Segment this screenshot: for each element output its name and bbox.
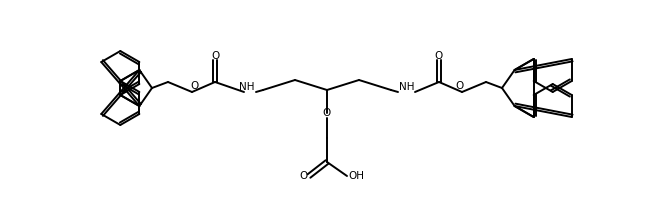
Text: NH: NH (239, 82, 255, 92)
Text: O: O (435, 51, 443, 61)
Text: O: O (456, 81, 464, 91)
Text: O: O (190, 81, 198, 91)
Text: O: O (300, 171, 308, 181)
Text: O: O (211, 51, 219, 61)
Text: OH: OH (348, 171, 364, 181)
Text: NH: NH (399, 82, 415, 92)
Text: O: O (323, 108, 331, 118)
